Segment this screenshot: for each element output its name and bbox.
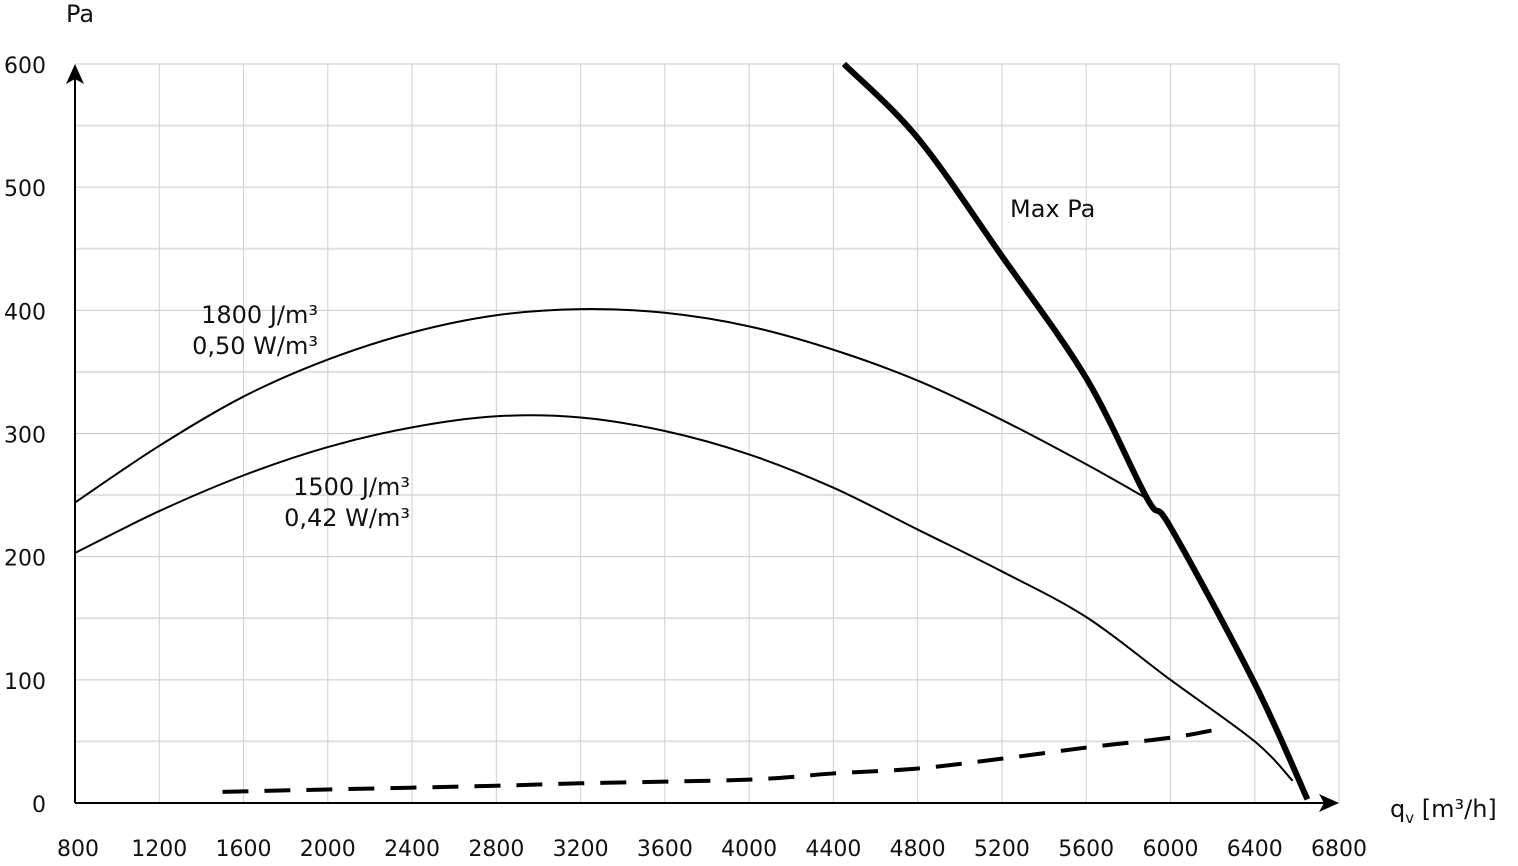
series-line-3 — [222, 728, 1213, 794]
tick-labels: 800 1200 1600 2000 2400 2800 3200 3600 4000 4400 4… — [4, 54, 1367, 862]
x-tick-label: 3600 — [637, 837, 693, 862]
y-axis-label: Pa — [66, 0, 94, 28]
series-label-max-pa: Max Pa — [1010, 195, 1095, 223]
x-tick-label: 4800 — [890, 837, 946, 862]
x-axis-label-sub: v — [1405, 809, 1414, 827]
series-label-1800-line1: 1800 J/m³ — [201, 301, 318, 329]
x-tick-label: 6400 — [1227, 837, 1283, 862]
x-tick-label: 5600 — [1058, 837, 1114, 862]
x-axis-label-main: q — [1390, 795, 1405, 823]
x-axis-arrow-icon — [1319, 794, 1339, 812]
series-label-1500-line2: 0,42 W/m³ — [284, 504, 410, 532]
y-tick-label: 600 — [4, 54, 46, 79]
x-tick-label: 800 — [57, 837, 99, 862]
y-tick-label: 300 — [4, 424, 46, 449]
x-axis-label: qv [m³/h] — [1390, 795, 1497, 827]
series-line-2 — [841, 61, 1311, 801]
grid — [75, 63, 1340, 803]
y-axis-arrow-icon — [66, 64, 84, 84]
series-line-1 — [74, 414, 1294, 782]
y-tick-label: 400 — [4, 300, 46, 325]
series-label-1500-line1: 1500 J/m³ — [293, 473, 410, 501]
x-tick-label: 2800 — [468, 837, 524, 862]
axes — [66, 64, 1339, 812]
y-tick-label: 0 — [32, 793, 46, 818]
series-line-0 — [74, 308, 1148, 504]
y-tick-label: 200 — [4, 547, 46, 572]
x-axis-label-unit: [m³/h] — [1414, 795, 1497, 823]
y-tick-label: 500 — [4, 177, 46, 202]
x-tick-label: 4400 — [805, 837, 861, 862]
x-tick-label: 2000 — [300, 837, 356, 862]
x-tick-label: 2400 — [384, 837, 440, 862]
x-tick-label: 1600 — [216, 837, 272, 862]
x-tick-label: 4000 — [721, 837, 777, 862]
y-tick-label: 100 — [4, 670, 46, 695]
series-label-1800-line2: 0,50 W/m³ — [192, 332, 318, 360]
x-tick-label: 6000 — [1142, 837, 1198, 862]
x-tick-label: 6800 — [1311, 837, 1367, 862]
curves — [74, 61, 1311, 801]
x-tick-label: 3200 — [553, 837, 609, 862]
x-tick-label: 1200 — [131, 837, 187, 862]
x-tick-label: 5200 — [974, 837, 1030, 862]
